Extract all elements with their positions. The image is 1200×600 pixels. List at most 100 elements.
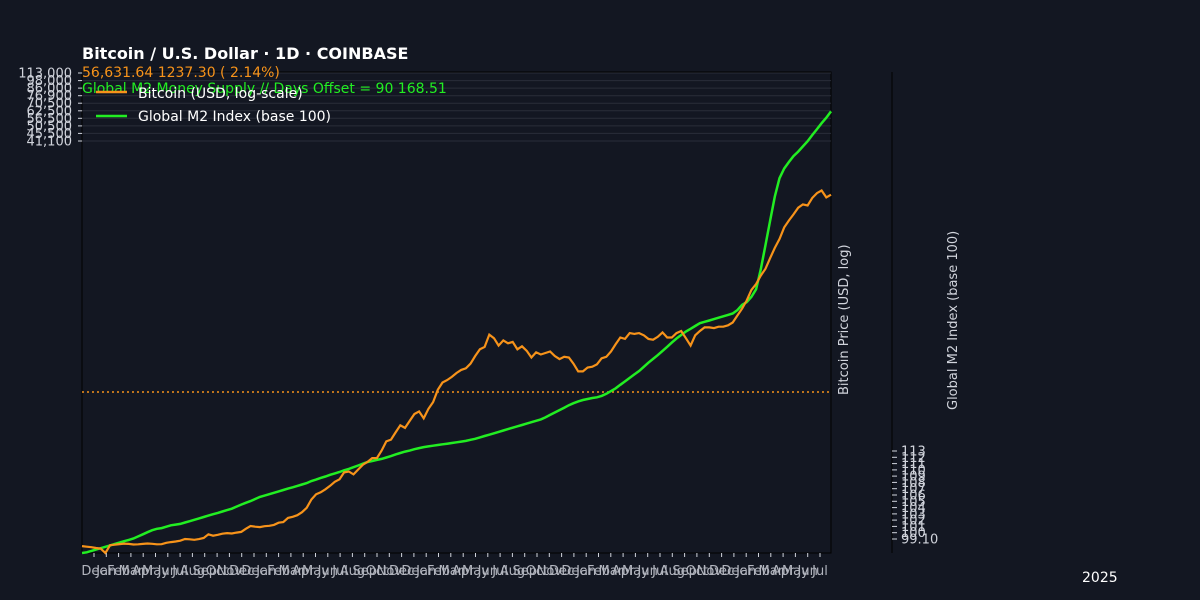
btc-tick-label: 62,500 [27,104,73,119]
x-tick-label: Jun [477,564,498,579]
x-tick-label: Feb [107,564,130,579]
x-tick-label: Apr [612,564,635,579]
x-tick-label: Mar [599,564,624,579]
x-tick-label: Jun [317,564,338,579]
btc-tick-label: 86,000 [27,82,73,97]
x-tick-label: Jun [797,564,818,579]
btc-tick-label: 113,000 [18,67,72,82]
x-tick-label: Jan [735,564,756,579]
btc-subtitle: 56,631.64 1237.30 ( 2.14%) [82,65,280,81]
x-tick-label: Nov [217,564,243,579]
x-tick-label: Dec [721,564,746,579]
m2-tick-label: 99.10 [901,533,938,548]
x-tick-label: Jun [157,564,178,579]
btc-tick-label: 98,000 [27,74,73,89]
x-axis-ticks: DecJanFebMarAprMayJunJulAugSepOctNovDecD… [81,553,828,579]
x-tick-label: Aug [660,564,685,579]
x-tick-label: Jul [491,564,508,579]
m2-tick-label: 104 [901,501,926,516]
x-tick-label: Jan [575,564,596,579]
x-tick-label: May [302,564,329,579]
m2-tick-label: 109 [901,470,926,485]
x-tick-label: Aug [340,564,365,579]
x-tick-label: May [462,564,489,579]
x-tick-label: Dec [389,564,414,579]
m2-tick-label: 102 [901,514,926,529]
x-tick-label: Dec [401,564,426,579]
x-tick-label: Apr [292,564,315,579]
x-tick-label: Apr [132,564,155,579]
x-tick-label: Jul [331,564,348,579]
x-tick-label: Jan [415,564,436,579]
x-tick-label: Apr [452,564,475,579]
x-tick-label: Feb [747,564,770,579]
m2-tick-label: 103 [901,507,926,522]
plot-area-frame [81,71,832,554]
x-tick-label: Mar [279,564,304,579]
btc-axis-label: Bitcoin Price (USD, log) [837,244,852,395]
btc-tick-label: 50,500 [27,119,73,134]
m2-tick-label: 101 [901,520,926,535]
m2-tick-label: 106 [901,489,926,504]
x-tick-label: Jan [95,564,116,579]
x-tick-label: Jun [637,564,658,579]
grid-lines [82,72,831,142]
btc-tick-label: 76,900 [27,89,73,104]
btc-tick-label: 45,500 [27,127,73,142]
x-tick-label: Feb [587,564,610,579]
x-tick-label: Oct [206,564,228,579]
x-tick-label: Jul [171,564,188,579]
x-tick-label: Feb [427,564,450,579]
x-tick-label: Mar [759,564,784,579]
x-tick-label: Dec [229,564,254,579]
x-tick-label: Feb [267,564,290,579]
x-tick-label: Sep [672,564,697,579]
m2-tick-label: 105 [901,495,926,510]
m2-series-line [81,110,833,555]
btc-axis-ticks: 113,00098,00086,00076,90070,50062,50056,… [18,67,82,150]
m2-tick-label: 113 [901,445,926,460]
legend-m2-label: Global M2 Index (base 100) [138,109,331,125]
btc-tick-label: 70,500 [27,97,73,112]
x-tick-label: Sep [512,564,537,579]
x-tick-label: Nov [697,564,723,579]
x-tick-label: Nov [537,564,563,579]
x-tick-label: Sep [192,564,217,579]
x-tick-label: Sep [352,564,377,579]
x-tick-label: May [142,564,169,579]
btc-tick-label: 56,500 [27,112,73,127]
m2-tick-label: 111 [901,457,926,472]
x-tick-label: Mar [119,564,144,579]
m2-tick-label: 110 [901,463,926,478]
legend: Bitcoin (USD, log-scale) Global M2 Index… [96,86,331,125]
x-tick-label: Dec [709,564,734,579]
x-tick-label: May [622,564,649,579]
chart-title: Bitcoin / U.S. Dollar · 1D · COINBASE [82,44,408,63]
x-tick-label: Mar [439,564,464,579]
year-label: 2025 [1082,570,1118,586]
x-tick-label: Dec [561,564,586,579]
x-tick-label: Apr [772,564,795,579]
x-tick-label: Jan [255,564,276,579]
x-tick-label: Oct [366,564,388,579]
m2-axis-label: Global M2 Index (base 100) [946,231,961,410]
x-tick-label: Oct [686,564,708,579]
x-tick-label: Dec [81,564,106,579]
x-tick-label: Aug [180,564,205,579]
x-tick-label: Oct [526,564,548,579]
m2-tick-label: 112 [901,451,926,466]
x-tick-label: Jul [811,564,828,579]
btc-tick-label: 41,100 [27,135,73,150]
x-tick-label: Aug [500,564,525,579]
x-tick-label: Dec [241,564,266,579]
m2-tick-label: 107 [901,482,926,497]
x-tick-label: May [782,564,809,579]
m2-axis-ticks: 1131121111101091081071061051041031021011… [892,445,938,548]
x-tick-label: Dec [549,564,574,579]
legend-btc-label: Bitcoin (USD, log-scale) [138,86,303,102]
m2-tick-label: 108 [901,476,926,491]
x-tick-label: Jul [651,564,668,579]
x-tick-label: Nov [377,564,403,579]
